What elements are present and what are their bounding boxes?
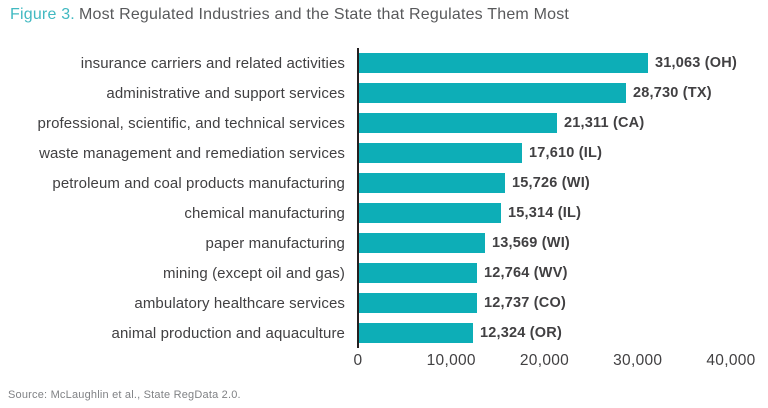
value-label: 21,311 (CA): [564, 115, 645, 131]
category-label: chemical manufacturing: [184, 204, 345, 222]
figure-number-label: Figure 3.: [10, 6, 75, 23]
bar-rows: insurance carriers and related activitie…: [0, 48, 768, 348]
bar-row: mining (except oil and gas) 12,764 (WV): [0, 258, 768, 288]
x-axis-tick-label: 20,000: [519, 352, 570, 369]
bar-row: insurance carriers and related activitie…: [0, 48, 768, 78]
category-label: professional, scientific, and technical …: [37, 114, 345, 132]
bar-plot-area: 28,730 (TX): [358, 78, 768, 108]
figure-title-text: Most Regulated Industries and the State …: [78, 6, 570, 23]
value-label: 12,737 (CO): [484, 295, 566, 311]
source-note: Source: McLaughlin et al., State RegData…: [8, 389, 241, 401]
value-label: 28,730 (TX): [633, 85, 712, 101]
bar-plot-area: 12,764 (WV): [358, 258, 768, 288]
x-axis: 0 10,000 20,000 30,000 40,000: [0, 352, 768, 376]
bar-plot-area: 31,063 (OH): [358, 48, 768, 78]
bar: [358, 203, 501, 223]
category-label: petroleum and coal products manufacturin…: [52, 174, 345, 192]
value-label: 12,324 (OR): [480, 325, 562, 341]
bar: [358, 143, 522, 163]
bar: [358, 173, 505, 193]
bar: [358, 113, 557, 133]
bar: [358, 293, 477, 313]
category-label: ambulatory healthcare services: [134, 294, 345, 312]
bar: [358, 53, 648, 73]
bar-row: paper manufacturing 13,569 (WI): [0, 228, 768, 258]
bar-plot-area: 13,569 (WI): [358, 228, 768, 258]
bar: [358, 233, 485, 253]
bar-row: professional, scientific, and technical …: [0, 108, 768, 138]
value-label: 31,063 (OH): [655, 55, 737, 71]
bar: [358, 83, 626, 103]
bar-plot-area: 15,314 (IL): [358, 198, 768, 228]
figure-title: Figure 3. Most Regulated Industries and t…: [10, 6, 569, 24]
x-axis-tick-label: 0: [353, 352, 363, 369]
value-label: 15,314 (IL): [508, 205, 582, 221]
bar-row: chemical manufacturing 15,314 (IL): [0, 198, 768, 228]
value-label: 13,569 (WI): [492, 235, 570, 251]
x-axis-tick-label: 40,000: [706, 352, 756, 369]
value-label: 12,764 (WV): [484, 265, 568, 281]
category-label: insurance carriers and related activitie…: [80, 54, 345, 72]
bar-row: petroleum and coal products manufacturin…: [0, 168, 768, 198]
bar-row: waste management and remediation service…: [0, 138, 768, 168]
x-axis-tick-label: 10,000: [426, 352, 476, 369]
value-label: 17,610 (IL): [529, 145, 603, 161]
y-axis-line: [357, 48, 359, 348]
bar-plot-area: 12,324 (OR): [358, 318, 768, 348]
bar-row: administrative and support services 28,73…: [0, 78, 768, 108]
category-label: mining (except oil and gas): [163, 264, 345, 282]
value-label: 15,726 (WI): [512, 175, 590, 191]
bar-plot-area: 15,726 (WI): [358, 168, 768, 198]
bar: [358, 323, 473, 343]
bar-plot-area: 12,737 (CO): [358, 288, 768, 318]
category-label: animal production and aquaculture: [111, 324, 345, 342]
category-label: paper manufacturing: [205, 234, 345, 252]
category-label: waste management and remediation service…: [39, 144, 345, 162]
bar-row: ambulatory healthcare services 12,737 (CO…: [0, 288, 768, 318]
bar: [358, 263, 477, 283]
bar-plot-area: 17,610 (IL): [358, 138, 768, 168]
bar-plot-area: 21,311 (CA): [358, 108, 768, 138]
x-axis-tick-label: 30,000: [613, 352, 663, 369]
bar-row: animal production and aquaculture 12,324 …: [0, 318, 768, 348]
category-label: administrative and support services: [106, 84, 345, 102]
bar-chart: insurance carriers and related activitie…: [0, 48, 768, 378]
